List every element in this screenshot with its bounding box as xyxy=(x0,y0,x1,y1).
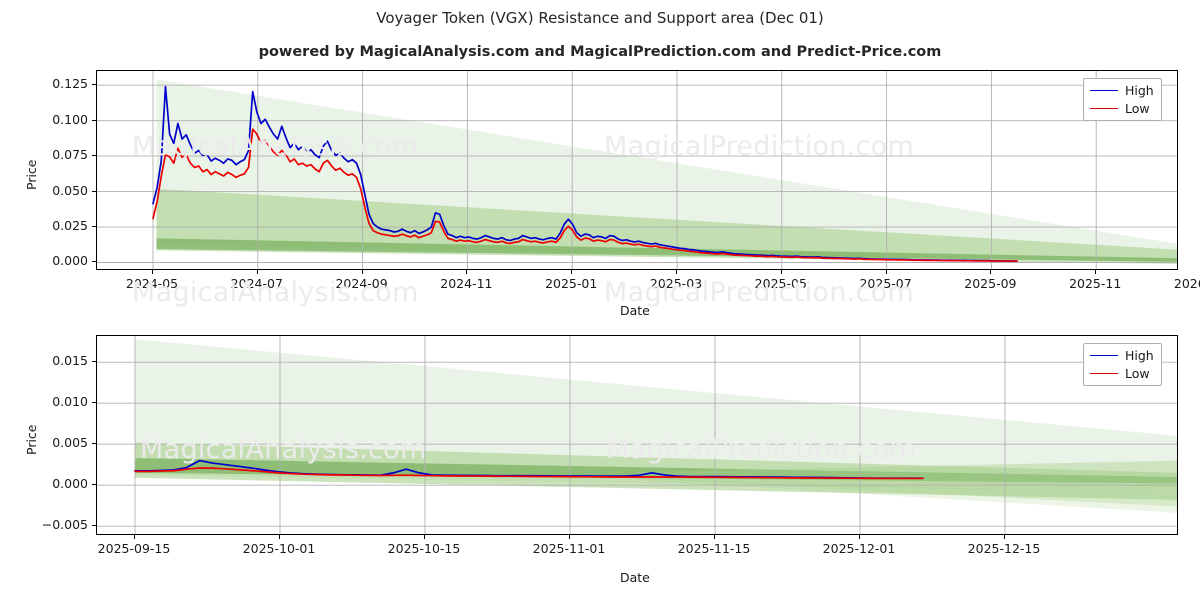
x-tick-label: 2025-10-01 xyxy=(242,541,316,556)
y-tick-label: 0.000 xyxy=(52,253,88,269)
x-tick-label: 2024-09 xyxy=(335,276,388,291)
y-tick-label: 0.125 xyxy=(52,76,88,92)
page-subtitle: powered by MagicalAnalysis.com and Magic… xyxy=(258,44,942,60)
legend-entry-low[interactable]: Low xyxy=(1090,101,1154,116)
y-tick-label: 0.075 xyxy=(52,147,88,163)
y-tick-label: 0.100 xyxy=(52,111,88,127)
legend-label-low: Low xyxy=(1125,101,1150,116)
legend-line-low xyxy=(1090,108,1118,109)
x-tick-label: 2025-05 xyxy=(754,276,807,291)
x-tick-label: 2025-10-15 xyxy=(387,541,461,556)
band-projection-1 xyxy=(638,476,1177,507)
page-title: Voyager Token (VGX) Resistance and Suppo… xyxy=(376,9,824,27)
x-tick-label: 2025-03 xyxy=(649,276,703,291)
y-tick-mark xyxy=(92,484,96,486)
legend-label-high: High xyxy=(1125,83,1154,98)
x-tick-label: 2026-01 xyxy=(1173,276,1200,291)
legend-line-high xyxy=(1090,90,1118,91)
x-tick-label: 2024-11 xyxy=(440,276,493,291)
y-tick-label: 0.015 xyxy=(52,353,88,369)
y-tick-label: 0.050 xyxy=(52,182,88,198)
x-tick-label: 2025-12-15 xyxy=(967,541,1041,556)
legend-entry-high[interactable]: High xyxy=(1090,348,1154,363)
overview-plot-area xyxy=(96,70,1178,270)
y-tick-mark xyxy=(92,361,96,363)
x-tick-mark xyxy=(714,535,715,539)
band-projection-2 xyxy=(638,477,1177,513)
y-tick-mark xyxy=(92,119,96,121)
x-tick-label: 2025-11-01 xyxy=(532,541,606,556)
y-tick-mark xyxy=(92,525,96,527)
x-tick-mark xyxy=(990,270,992,274)
x-tick-mark xyxy=(885,270,887,274)
band-projection-0 xyxy=(638,460,1177,487)
y-tick-mark xyxy=(92,226,96,228)
zoom-x-axis-label: Date xyxy=(620,570,650,585)
x-tick-mark xyxy=(279,535,280,539)
y-tick-label: 0.025 xyxy=(52,218,88,234)
y-tick-mark xyxy=(92,261,96,263)
x-tick-label: 2024-05 xyxy=(125,276,179,291)
x-tick-label: 2025-09-15 xyxy=(97,541,171,556)
x-tick-mark xyxy=(466,270,468,274)
series-line-low xyxy=(134,467,924,480)
overview-legend[interactable]: High Low xyxy=(1083,78,1162,121)
x-tick-mark xyxy=(569,535,570,539)
x-tick-mark xyxy=(780,270,782,274)
legend-line-high xyxy=(1090,355,1118,356)
x-tick-mark xyxy=(361,270,363,274)
band-inner-support xyxy=(134,458,1177,484)
y-tick-label: 0.005 xyxy=(52,435,88,451)
x-tick-mark xyxy=(676,270,677,274)
x-tick-mark xyxy=(859,535,860,539)
legend-label-low: Low xyxy=(1125,366,1150,381)
overview-x-axis-label: Date xyxy=(620,303,650,318)
y-tick-mark xyxy=(92,402,96,404)
x-tick-mark xyxy=(134,535,135,539)
x-tick-mark xyxy=(1004,535,1005,539)
x-tick-mark xyxy=(152,270,153,274)
y-tick-mark xyxy=(92,190,96,192)
zoom-legend[interactable]: High Low xyxy=(1083,343,1162,386)
legend-entry-low[interactable]: Low xyxy=(1090,366,1154,381)
legend-entry-high[interactable]: High xyxy=(1090,83,1154,98)
series-line-low xyxy=(152,128,1018,263)
x-tick-label: 2025-12-01 xyxy=(822,541,896,556)
x-tick-label: 2025-11 xyxy=(1069,276,1122,291)
y-tick-mark xyxy=(92,155,96,157)
x-tick-label: 2025-07 xyxy=(859,276,912,291)
legend-label-high: High xyxy=(1125,348,1154,363)
y-tick-label: 0.010 xyxy=(52,394,88,410)
y-tick-label: 0.000 xyxy=(52,476,88,492)
y-tick-mark xyxy=(92,443,96,445)
band-inner-support xyxy=(156,238,1177,262)
x-tick-label: 2024-07 xyxy=(230,276,283,291)
y-tick-label: −0.005 xyxy=(41,517,88,533)
y-tick-mark xyxy=(92,84,96,86)
x-tick-mark xyxy=(424,535,425,539)
x-tick-mark xyxy=(571,270,573,274)
x-tick-label: 2025-11-15 xyxy=(677,541,751,556)
x-tick-mark xyxy=(1095,270,1097,274)
x-tick-mark xyxy=(256,270,258,274)
legend-line-low xyxy=(1090,373,1118,374)
x-tick-label: 2025-01 xyxy=(545,276,598,291)
x-tick-label: 2025-09 xyxy=(964,276,1017,291)
zoom-plot-area xyxy=(96,335,1178,535)
